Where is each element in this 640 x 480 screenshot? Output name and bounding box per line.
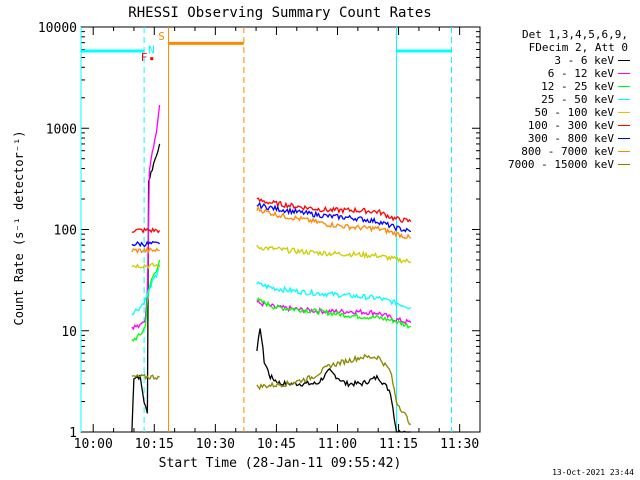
series-line <box>256 297 411 329</box>
x-tick-label: 11:30 <box>440 437 479 452</box>
series-line <box>131 240 161 248</box>
series-line <box>131 104 161 331</box>
series-line <box>256 299 412 325</box>
x-tick-label: 10:15 <box>135 437 174 452</box>
legend-entry-label: 300 - 800 keV <box>527 132 614 145</box>
series-line <box>131 264 161 316</box>
series-line <box>131 373 160 381</box>
legend-entries: 3 - 6 keV 6 - 12 keV 12 - 25 keV 25 - 50 ke… <box>480 54 636 171</box>
flag-label: F <box>141 51 148 64</box>
legend-entry: 800 - 7000 keV <box>480 145 636 158</box>
legend-header-line-2: FDecim 2, Att 0 <box>528 41 628 54</box>
y-tick-label: 1000 <box>46 122 77 137</box>
y-tick-label: 10000 <box>38 21 77 36</box>
x-tick-label: 10:30 <box>196 437 235 452</box>
legend-entry-swatch <box>618 99 630 100</box>
x-tick-label: 10:45 <box>257 437 296 452</box>
series-line <box>256 197 412 223</box>
series-line <box>131 143 161 433</box>
y-axis-label: Count Rate (s⁻¹ detector⁻¹) <box>12 130 26 325</box>
y-tick-label: 10 <box>61 325 77 340</box>
legend-header-line-1: Det 1,3,4,5,6,9, <box>522 28 628 41</box>
legend-entry: 50 - 100 keV <box>480 106 636 119</box>
legend-entry-label: 50 - 100 keV <box>534 106 614 119</box>
legend-entry: 12 - 25 keV <box>480 80 636 93</box>
generated-timestamp: 13-Oct-2021 23:44 <box>552 468 634 477</box>
legend-entry-swatch <box>618 73 630 74</box>
series-line <box>131 246 160 255</box>
legend-entry-swatch <box>618 86 630 87</box>
series-line <box>131 227 161 234</box>
legend-entry: 25 - 50 keV <box>480 93 636 106</box>
flag-label: N <box>148 43 155 56</box>
legend-entry-swatch <box>618 125 630 126</box>
legend-entry-label: 6 - 12 keV <box>547 67 614 80</box>
flare-flag-marker <box>150 57 154 61</box>
plot-series: FNS <box>80 27 452 433</box>
x-tick-label: 10:00 <box>74 437 113 452</box>
legend-entry: 300 - 800 keV <box>480 132 636 145</box>
series-line <box>256 281 412 310</box>
legend-entry-label: 800 - 7000 keV <box>521 145 614 158</box>
x-axis-label: Start Time (28-Jan-11 09:55:42) <box>159 456 402 471</box>
legend-entry-label: 25 - 50 keV <box>541 93 614 106</box>
series-line <box>131 262 161 269</box>
y-tick-label: 1 <box>69 426 77 441</box>
legend-entry-swatch <box>618 164 630 165</box>
legend-entry: 7000 - 15000 keV <box>480 158 636 171</box>
series-line <box>256 205 412 240</box>
y-tick-label: 100 <box>54 224 77 239</box>
legend-entry-swatch <box>618 60 630 61</box>
series-line <box>131 259 161 342</box>
legend-entry-label: 3 - 6 keV <box>554 54 614 67</box>
flag-label: S <box>158 30 165 43</box>
legend-entry-label: 7000 - 15000 keV <box>508 158 614 171</box>
legend-entry-label: 12 - 25 keV <box>541 80 614 93</box>
series-line <box>256 201 412 233</box>
chart-title: RHESSI Observing Summary Count Rates <box>128 5 431 21</box>
legend-entry-swatch <box>618 151 630 152</box>
series-line <box>256 353 411 426</box>
series-line <box>256 244 412 264</box>
legend-entry-label: 100 - 300 keV <box>527 119 614 132</box>
legend-entry: 100 - 300 keV <box>480 119 636 132</box>
legend-entry: 3 - 6 keV <box>480 54 636 67</box>
x-tick-label: 11:15 <box>379 437 418 452</box>
series-line <box>256 328 411 433</box>
legend-entry: 6 - 12 keV <box>480 67 636 80</box>
legend: Det 1,3,4,5,6,9, FDecim 2, Att 0 3 - 6 k… <box>480 28 636 171</box>
x-tick-label: 11:00 <box>318 437 357 452</box>
legend-entry-swatch <box>618 112 630 113</box>
plot-axes: 1 10 100 1000 10000 10:00 10:15 10:30 10:45 11:00… <box>38 21 481 452</box>
legend-entry-swatch <box>618 138 630 139</box>
